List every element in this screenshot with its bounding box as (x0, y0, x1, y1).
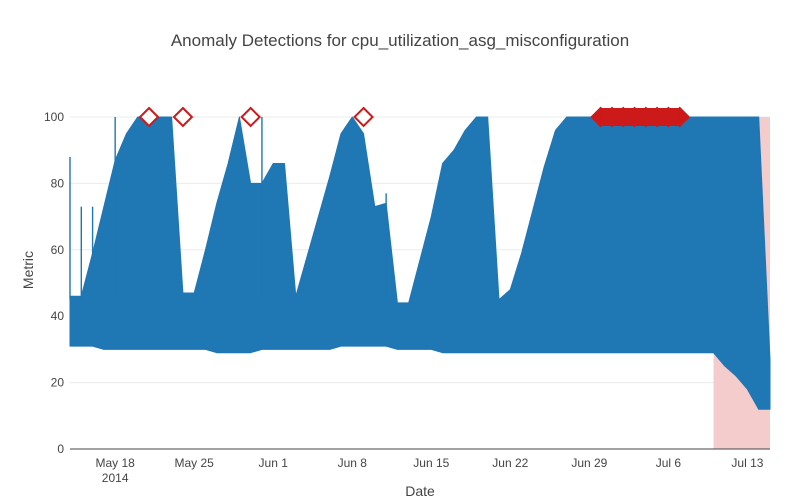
y-tick-label: 40 (51, 309, 65, 323)
y-tick-label: 100 (44, 110, 64, 124)
x-tick-label: May 25 (175, 456, 215, 470)
x-axis-title: Date (405, 483, 435, 499)
x-tick-label: May 18 (95, 456, 135, 470)
x-tick-label: Jun 15 (413, 456, 449, 470)
chart-title: Anomaly Detections for cpu_utilization_a… (171, 31, 629, 50)
y-tick-label: 0 (57, 442, 64, 456)
anomaly-markers (138, 106, 691, 128)
y-tick-label: 20 (51, 376, 65, 390)
anomaly-marker (138, 106, 160, 128)
series-band (69, 116, 771, 410)
anomaly-cluster (600, 108, 680, 126)
x-tick-label: Jun 1 (259, 456, 289, 470)
x-tick-label: Jun 22 (492, 456, 528, 470)
x-tick-label: Jul 6 (656, 456, 682, 470)
x-tick-label: Jun 29 (571, 456, 607, 470)
anomaly-marker (353, 106, 374, 128)
x-tick-label: Jul 13 (731, 456, 763, 470)
y-tick-label: 80 (51, 176, 65, 190)
y-tick-label: 60 (51, 243, 65, 257)
anomaly-marker (240, 106, 262, 128)
y-axis-title: Metric (20, 251, 36, 289)
x-tick-sublabel: 2014 (102, 471, 129, 485)
anomaly-marker (172, 106, 194, 128)
x-tick-label: Jun 8 (338, 456, 368, 470)
series-metric (69, 116, 771, 410)
